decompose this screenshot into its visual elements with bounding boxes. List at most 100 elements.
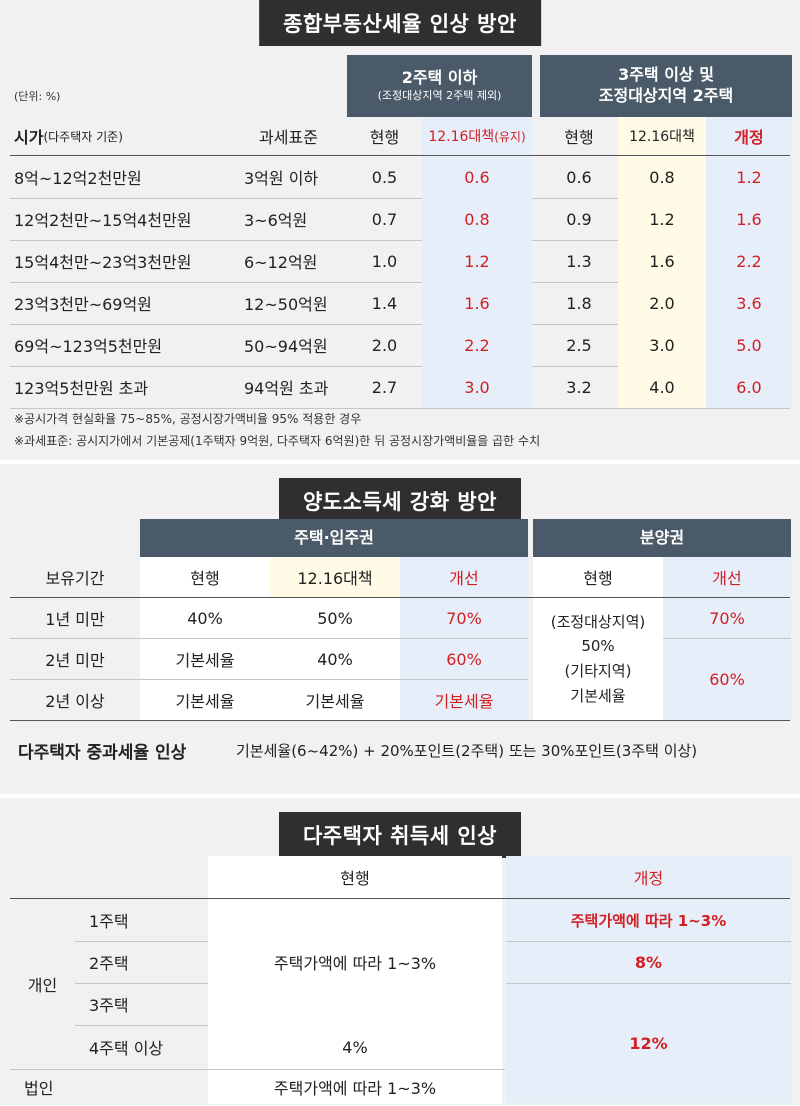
col-price-header: 시가 (다주택자 기준) [0,117,230,155]
note-1: ※공시가격 현실화율 75~85%, 공정시장가액비율 95% 적용한 경우 [14,412,362,426]
pt-row-6-price: 123억5천만원 초과 [14,379,149,398]
col-presale-current-header: 현행 [533,557,663,597]
item-4plus-house: 4주택 이상 [89,1039,164,1058]
pt-row-6-b-plan: 4.0 [618,366,706,408]
group-presale-header: 분양권 [533,519,791,557]
acquisition-tax-title: 다주택자 취득세 인상 [278,812,522,858]
pt-row-6-a-current: 2.7 [371,377,398,397]
col-period-header: 보유기간 [45,569,105,588]
pt-row-1-a-current: 0.5 [371,167,398,187]
tt-row-3-period: 2년 이상 [45,692,105,711]
item-1-house: 1주택 [89,912,129,931]
col-a-current-header: 현행 [369,128,400,147]
group-b-subtitle: 조정대상지역 2주택 [598,86,734,105]
pt-row-2-a-current: 0.7 [371,209,398,229]
col-improved-header: 개선 [400,557,528,597]
presale-cur-line-2: 50% [581,637,615,656]
pt-row-4-a-plan: 1.6 [422,282,532,324]
col-price-sub: (다주택자 기준) [43,129,123,144]
pt-row-5-b-plan: 3.0 [618,324,706,366]
group-a-title: 2주택 이하 [401,68,478,88]
presale-cur-line-4: 기본세율 [570,686,626,705]
acq-col-revised-header: 개정 [506,856,791,898]
pt-row-1-b-current: 0.6 [566,167,592,187]
pt-row-3-price: 15억4천만~23억3천만원 [14,253,192,272]
col-a-plan-label: 12.16대책 [428,129,495,145]
surcharge-text: 기본세율(6~42%) + 20%포인트(2주택) 또는 30%포인트(3주택 … [236,741,698,760]
individual-label: 개인 [27,976,58,995]
pt-row-2-b-current: 0.9 [566,209,592,229]
pt-row-5-b-revised: 5.0 [706,324,792,366]
pt-row-1-b-revised: 1.2 [706,156,792,198]
tt-row-3-improved: 기본세율 [400,680,528,720]
note-2: ※과세표준: 공시지가에서 기본공제(1주택자 9억원, 다주택자 6억원)한 … [14,434,541,448]
corporate-label: 법인 [24,1079,54,1098]
pt-row-4-a-current: 1.4 [371,293,398,313]
pt-row-4-b-current: 1.8 [566,293,592,313]
col-plan-header: 12.16대책 [270,557,400,597]
transfer-tax-title: 양도소득세 강화 방안 [278,478,522,524]
presale-improved-1: 70% [663,598,791,638]
col-current-header: 현행 [140,557,270,597]
pt-row-5-a-plan: 2.2 [422,324,532,366]
tt-row-2-plan: 40% [270,639,400,679]
pt-row-5-base: 50~94억원 [244,337,328,356]
pt-row-6-a-plan: 3.0 [422,366,532,408]
tt-row-3-plan: 기본세율 [270,680,400,720]
pt-row-1-base: 3억원 이하 [244,169,319,188]
col-presale-improved-header: 개선 [663,557,791,597]
pt-row-6-base: 94억원 초과 [244,379,329,398]
acq-col-current-header: 현행 [208,856,502,898]
col-base-header: 과세표준 [259,128,318,147]
group-three-plus-header: 3주택 이상 및 조정대상지역 2주택 [540,55,792,117]
pt-row-2-b-plan: 1.2 [618,198,706,240]
acq-revised-1: 주택가액에 따라 1~3% [506,899,791,941]
transfer-tax-section: 양도소득세 강화 방안 주택·입주권 분양권 보유기간 현행 12.16대책 개… [0,464,800,794]
property-tax-title: 종합부동산세율 인상 방안 [259,0,541,46]
acq-revised-3plus: 12% [506,983,791,1103]
pt-row-3-a-current: 1.0 [371,251,398,271]
pt-row-2-base: 3~6억원 [244,211,308,230]
acq-current-4plus: 4% [208,1025,502,1069]
tt-row-1-improved: 70% [400,598,528,638]
pt-row-3-b-plan: 1.6 [618,240,706,282]
pt-row-6-b-current: 3.2 [566,377,592,397]
tt-row-2-period: 2년 미만 [45,651,105,670]
col-b-current-header: 현행 [564,128,594,147]
surcharge-label: 다주택자 중과세율 인상 [18,742,187,763]
group-two-or-less-header: 2주택 이하 (조정대상지역 2주택 제외) [347,55,532,117]
pt-row-1-b-plan: 0.8 [618,156,706,198]
pt-row-2-price: 12억2천만~15억4천만원 [14,211,192,230]
col-price-main: 시가 [14,128,44,147]
tt-row-1-current: 40% [140,598,270,638]
pt-row-4-b-plan: 2.0 [618,282,706,324]
acquisition-tax-section: 다주택자 취득세 인상 현행 개정 개인 1주택 2주택 3주택 4주택 이상 … [0,798,800,1105]
pt-row-2-b-revised: 1.6 [706,198,792,240]
presale-cur-line-1: (조정대상지역) [550,612,646,631]
tt-row-1-period: 1년 미만 [45,610,105,629]
presale-current-cell: (조정대상지역) 50% (기타지역) 기본세율 [533,598,663,720]
presale-improved-2: 60% [663,639,791,720]
pt-row-4-base: 12~50억원 [244,295,328,314]
acq-current-individual: 주택가액에 따라 1~3% [208,899,502,1025]
col-b-revised-header: 개정 [706,117,792,155]
tt-row-2-improved: 60% [400,639,528,679]
col-a-plan-header: 12.16대책 (유지) [422,117,532,155]
pt-row-3-b-current: 1.3 [566,251,592,271]
col-a-plan-note: (유지) [494,129,526,144]
acq-revised-2: 8% [506,941,791,983]
pt-row-6-b-revised: 6.0 [706,366,792,408]
unit-label: (단위: %) [14,90,61,103]
acq-current-corporate: 주택가액에 따라 1~3% [208,1070,502,1104]
tt-row-3-current: 기본세율 [140,680,270,720]
group-b-title: 3주택 이상 및 [618,65,714,85]
pt-row-5-a-current: 2.0 [371,335,398,355]
tt-row-2-current: 기본세율 [140,639,270,679]
pt-row-4-price: 23억3천만~69억원 [14,295,152,314]
property-tax-section: 종합부동산세율 인상 방안 (단위: %) 2주택 이하 (조정대상지역 2주택… [0,0,800,460]
group-a-subtitle: (조정대상지역 2주택 제외) [377,89,502,103]
pt-row-3-a-plan: 1.2 [422,240,532,282]
pt-row-4-b-revised: 3.6 [706,282,792,324]
item-2-house: 2주택 [89,954,129,973]
group-house-header: 주택·입주권 [140,519,528,557]
